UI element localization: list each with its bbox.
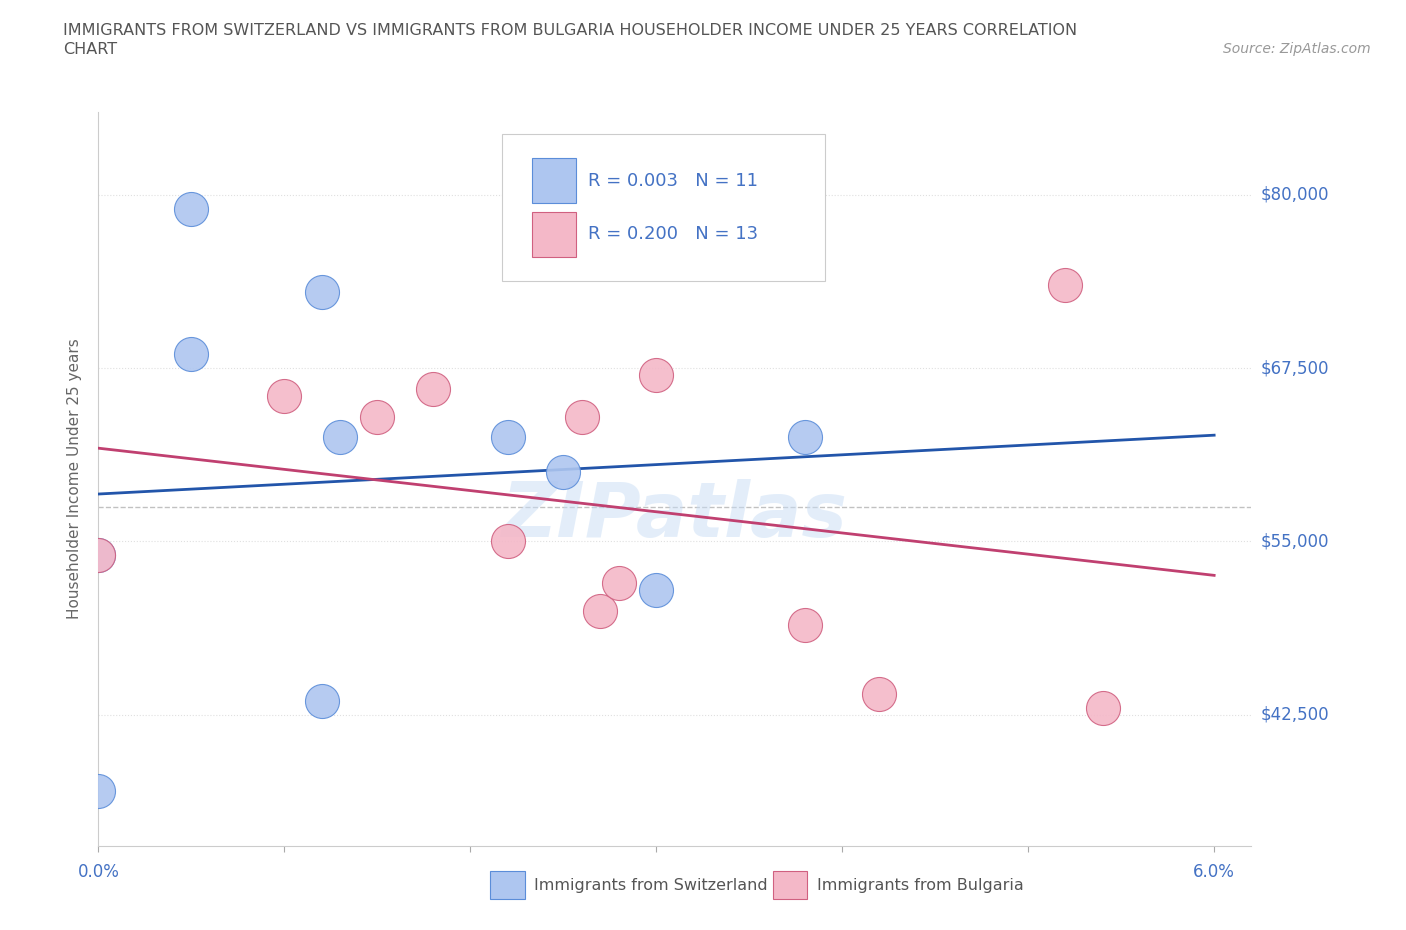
Point bbox=[311, 285, 333, 299]
Text: Immigrants from Switzerland: Immigrants from Switzerland bbox=[534, 878, 768, 893]
Point bbox=[645, 367, 668, 382]
Point bbox=[553, 465, 575, 480]
Point bbox=[422, 381, 444, 396]
Point bbox=[273, 389, 295, 404]
Text: $80,000: $80,000 bbox=[1261, 186, 1329, 204]
Point bbox=[868, 686, 890, 701]
Point bbox=[87, 548, 110, 563]
Point bbox=[311, 693, 333, 708]
Point bbox=[87, 548, 110, 563]
Text: 0.0%: 0.0% bbox=[77, 863, 120, 881]
Point bbox=[496, 430, 519, 445]
Point bbox=[794, 618, 817, 632]
FancyBboxPatch shape bbox=[531, 211, 575, 257]
FancyBboxPatch shape bbox=[531, 158, 575, 204]
Text: $55,000: $55,000 bbox=[1261, 532, 1329, 551]
Point bbox=[366, 409, 388, 424]
Point bbox=[329, 430, 352, 445]
Point bbox=[794, 430, 817, 445]
Text: R = 0.003   N = 11: R = 0.003 N = 11 bbox=[589, 172, 758, 190]
Text: Source: ZipAtlas.com: Source: ZipAtlas.com bbox=[1223, 42, 1371, 56]
Point bbox=[180, 347, 202, 362]
Text: 6.0%: 6.0% bbox=[1194, 863, 1234, 881]
FancyBboxPatch shape bbox=[502, 134, 825, 281]
Text: $42,500: $42,500 bbox=[1261, 706, 1329, 724]
Text: Immigrants from Bulgaria: Immigrants from Bulgaria bbox=[817, 878, 1024, 893]
Text: CHART: CHART bbox=[63, 42, 117, 57]
Point bbox=[180, 201, 202, 216]
Point bbox=[607, 576, 630, 591]
Point bbox=[589, 604, 612, 618]
FancyBboxPatch shape bbox=[773, 871, 807, 899]
Text: ZIPatlas: ZIPatlas bbox=[502, 479, 848, 552]
Point bbox=[87, 783, 110, 798]
Point bbox=[1054, 277, 1077, 292]
Text: IMMIGRANTS FROM SWITZERLAND VS IMMIGRANTS FROM BULGARIA HOUSEHOLDER INCOME UNDER: IMMIGRANTS FROM SWITZERLAND VS IMMIGRANT… bbox=[63, 23, 1077, 38]
FancyBboxPatch shape bbox=[491, 871, 524, 899]
Point bbox=[645, 582, 668, 597]
Point bbox=[571, 409, 593, 424]
Text: R = 0.200   N = 13: R = 0.200 N = 13 bbox=[589, 225, 758, 244]
Point bbox=[1091, 700, 1114, 715]
Y-axis label: Householder Income Under 25 years: Householder Income Under 25 years bbox=[67, 339, 83, 619]
Text: $67,500: $67,500 bbox=[1261, 359, 1329, 377]
Point bbox=[496, 534, 519, 549]
